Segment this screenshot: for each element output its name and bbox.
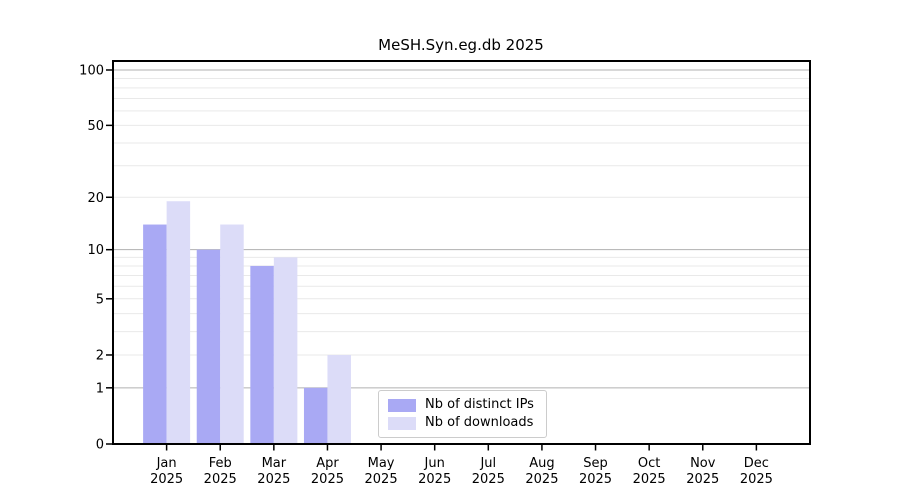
y-tick-label: 100 [79, 63, 104, 78]
y-tick-label: 20 [87, 191, 104, 206]
bar-distinct-ips-mar [250, 265, 274, 444]
x-tick-label-year: 2025 [311, 472, 344, 487]
x-tick-label-month: Feb [209, 456, 232, 471]
x-tick-label-month: Aug [529, 456, 554, 471]
axis-labels: 0125102050100Jan2025Feb2025Mar2025Apr202… [79, 63, 773, 487]
x-tick-label-month: Oct [638, 456, 660, 471]
y-tick-label: 50 [87, 119, 104, 134]
legend: Nb of distinct IPs Nb of downloads [378, 390, 547, 438]
y-tick-label: 2 [96, 348, 104, 363]
y-tick-label: 0 [96, 438, 104, 453]
x-tick-label-month: Mar [262, 456, 287, 471]
x-tick-label-month: Apr [316, 456, 339, 471]
axis-ticks [106, 69, 758, 451]
plot-border [112, 60, 811, 445]
legend-label-downloads: Nb of downloads [425, 415, 534, 430]
x-tick-label-month: Jan [156, 456, 177, 471]
y-tick-label: 5 [96, 292, 104, 307]
bar-downloads-mar [273, 257, 298, 444]
x-tick-label-month: Dec [744, 456, 769, 471]
x-tick-label-year: 2025 [150, 472, 183, 487]
bars [143, 201, 351, 444]
x-tick-label-year: 2025 [525, 472, 558, 487]
chart-title: MeSH.Syn.eg.db 2025 [378, 36, 544, 54]
legend-swatch-distinct-ips [388, 398, 416, 412]
bar-distinct-ips-jan [143, 224, 167, 444]
x-tick-label-year: 2025 [418, 472, 451, 487]
x-tick-label-year: 2025 [579, 472, 612, 487]
x-tick-label-year: 2025 [472, 472, 505, 487]
legend-item-distinct-ips: Nb of distinct IPs [388, 397, 537, 413]
x-tick-label-year: 2025 [365, 472, 398, 487]
bar-downloads-jan [166, 201, 191, 444]
x-tick-label-year: 2025 [633, 472, 666, 487]
y-tick-label: 1 [96, 381, 104, 396]
x-tick-label-month: Jun [424, 456, 445, 471]
x-tick-label-year: 2025 [257, 472, 290, 487]
legend-label-distinct-ips: Nb of distinct IPs [425, 397, 534, 412]
bar-downloads-feb [220, 224, 244, 444]
x-tick-label-year: 2025 [204, 472, 237, 487]
x-tick-label-month: Sep [583, 456, 608, 471]
bar-downloads-apr [327, 354, 351, 444]
x-tick-label-month: Jul [479, 456, 496, 471]
x-tick-label-year: 2025 [686, 472, 719, 487]
legend-swatch-downloads [388, 416, 416, 430]
x-tick-label-year: 2025 [740, 472, 773, 487]
x-tick-label-month: Nov [690, 456, 716, 471]
plot-frame [112, 60, 811, 445]
y-tick-label: 10 [87, 243, 104, 258]
bar-distinct-ips-feb [196, 249, 221, 444]
legend-item-downloads: Nb of downloads [388, 415, 537, 431]
bar-distinct-ips-apr [303, 387, 328, 444]
x-tick-label-month: May [368, 456, 395, 471]
